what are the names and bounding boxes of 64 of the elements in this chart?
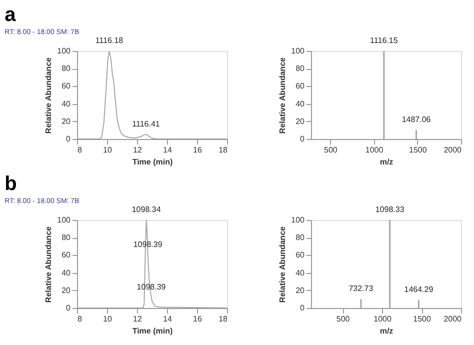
x-tick-label: 14 [163,146,172,154]
x-tick-label: 1500 [413,314,432,324]
y-tick-label: 80 [62,233,72,242]
x-tick-label: 500 [324,146,338,154]
y-tick-label: 80 [62,64,72,74]
x-tick-label: 12 [133,146,142,154]
y-tick-label: 0 [66,304,72,312]
annotation: 1098.39 [136,282,166,292]
chart-title: a [4,4,17,26]
y-tick-label: 100 [291,46,306,56]
x-axis-title: m/z [380,326,394,336]
y-tick-label: 0 [300,134,306,144]
x-tick-label: 8 [78,146,82,154]
y-tick-label: 0 [66,134,72,144]
y-tick-label: 60 [296,82,306,91]
y-tick-label: 20 [296,116,306,126]
y-tick-label: 40 [296,268,306,278]
y-tick-label: 20 [296,286,306,295]
annotation: 1098.34 [132,205,162,214]
annotation: 1464.29 [404,285,434,294]
annotation: 732.73 [348,284,374,294]
x-tick-label: 8 [78,314,82,324]
y-axis-title: Relative Abundance [278,56,288,134]
x-tick-label: 500 [336,314,350,324]
x-tick-label: 10 [103,146,112,154]
x-tick-label: 18 [218,146,228,154]
annotation: 1116.41 [132,120,160,129]
y-tick-label: 20 [62,116,72,126]
x-tick-label: 1000 [374,314,392,324]
chart-title: b [4,173,17,195]
y-tick-label: 40 [62,99,72,108]
y-tick-label: 100 [57,216,72,224]
x-tick-label: 2000 [444,146,462,154]
x-tick-label: 10 [103,314,112,324]
x-tick-label: 1000 [365,146,384,154]
y-tick-label: 80 [296,64,306,74]
y-tick-label: 40 [296,99,306,108]
x-tick-label: 16 [193,146,202,154]
y-tick-label: 80 [296,233,306,242]
x-axis-title: Time (min) [132,326,173,336]
y-tick-label: 60 [296,250,306,260]
y-tick-label: 60 [62,82,72,91]
annotation: 1116.18 [95,36,124,45]
y-axis-title: Relative Abundance [44,56,54,134]
annotation: 1487.06 [402,115,432,124]
x-tick-label: 14 [163,314,172,324]
x-tick-label: 12 [133,314,142,324]
x-axis-title: Time (min) [132,158,173,166]
annotation: 1098.33 [375,205,405,214]
y-tick-label: 100 [291,216,306,224]
y-axis-title: Relative Abundance [278,226,288,303]
y-tick-label: 0 [300,304,306,312]
y-tick-label: 40 [62,268,72,278]
x-tick-label: 18 [218,314,228,324]
y-tick-label: 100 [57,46,72,56]
y-tick-label: 60 [62,250,72,260]
x-tick-label: 1500 [408,146,428,154]
x-axis-title: m/z [380,158,394,166]
annotation: 1098.39 [133,240,163,250]
annotation: 1116.15 [370,36,398,45]
y-axis-title: Relative Abundance [44,226,54,303]
x-tick-label: 2000 [444,314,462,324]
y-tick-label: 20 [62,286,72,295]
x-tick-label: 16 [193,314,202,324]
